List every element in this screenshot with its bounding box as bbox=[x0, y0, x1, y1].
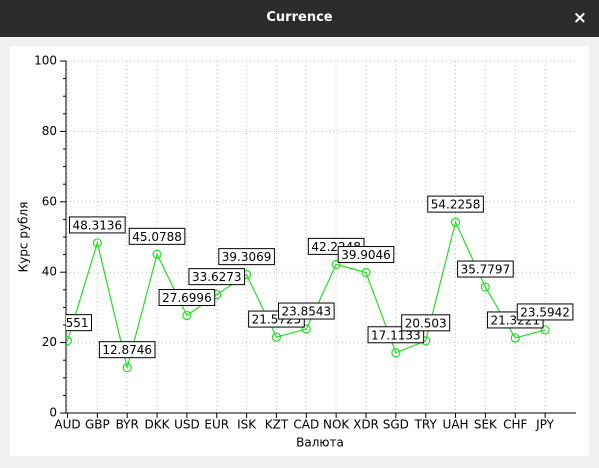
chart: Валюта Курс рубля 0 20 40 60 80 100 AUD GBP BYR D… bbox=[10, 46, 589, 456]
y-axis-label: Курс рубля bbox=[17, 202, 31, 273]
point-marker bbox=[450, 217, 461, 227]
value-label: 23.5942 bbox=[520, 305, 570, 319]
x-axis-label: Валюта bbox=[296, 436, 344, 450]
x-tick-label: GBP bbox=[85, 418, 110, 432]
x-tick-label: ISK bbox=[237, 418, 257, 432]
point-marker bbox=[122, 363, 132, 373]
point-marker bbox=[361, 267, 371, 278]
x-tick-label: NOK bbox=[323, 418, 350, 432]
x-tick-label: DKK bbox=[145, 418, 171, 432]
point-marker bbox=[540, 325, 550, 335]
y-tick-label: 20 bbox=[42, 335, 57, 349]
y-tick-label: 60 bbox=[42, 194, 57, 208]
point-marker bbox=[510, 333, 520, 343]
value-label-box bbox=[69, 216, 126, 234]
value-label: 20.551 bbox=[47, 316, 89, 330]
value-label-box bbox=[66, 314, 92, 332]
value-label: 48.3136 bbox=[73, 218, 123, 232]
value-label-box bbox=[516, 303, 574, 321]
value-label-box bbox=[128, 227, 186, 245]
value-label-box bbox=[98, 341, 156, 359]
value-label-box bbox=[188, 268, 246, 286]
title-bar: Currence × bbox=[0, 0, 599, 37]
x-tick-label: EUR bbox=[204, 418, 229, 432]
close-button[interactable]: × bbox=[572, 8, 587, 28]
point-marker bbox=[182, 310, 192, 321]
y-tick-label: 0 bbox=[49, 406, 57, 420]
point-marker bbox=[92, 238, 102, 248]
value-label: 12.8746 bbox=[102, 343, 152, 357]
x-tick-label: SEK bbox=[474, 418, 498, 432]
y-tick-label: 80 bbox=[42, 124, 57, 138]
point-marker bbox=[301, 324, 311, 334]
value-label: 23.8543 bbox=[281, 305, 331, 319]
x-tick-label: JPY bbox=[535, 418, 555, 432]
y-tick-label: 100 bbox=[34, 54, 57, 68]
value-label-box bbox=[277, 302, 335, 320]
value-label: 54.2258 bbox=[431, 198, 481, 212]
value-label: 20.503 bbox=[405, 316, 447, 330]
x-tick-label: BYR bbox=[116, 418, 139, 432]
series-line bbox=[66, 220, 546, 368]
x-tick-label: TRY bbox=[414, 418, 438, 432]
value-label: 39.3069 bbox=[222, 250, 272, 264]
plot-widget bbox=[10, 46, 589, 456]
value-label: 17.1133 bbox=[371, 328, 421, 342]
value-label-box bbox=[158, 288, 216, 306]
window-title: Currence bbox=[266, 10, 333, 25]
x-tick-label: CAD bbox=[293, 418, 319, 432]
x-tick-label: XDR bbox=[353, 418, 379, 432]
value-label: 39.9046 bbox=[341, 248, 391, 262]
value-label-box bbox=[401, 314, 451, 332]
value-label-box bbox=[218, 248, 275, 266]
point-marker bbox=[66, 336, 73, 346]
value-label: 45.0788 bbox=[132, 230, 182, 244]
x-tick-label: UAH bbox=[443, 418, 469, 432]
x-tick-label: SGD bbox=[383, 418, 409, 432]
x-tick-label: KZT bbox=[265, 418, 289, 432]
point-marker bbox=[391, 348, 401, 358]
x-tick-label: CHF bbox=[503, 418, 527, 432]
value-label-box bbox=[427, 195, 484, 213]
value-label: 27.6996 bbox=[162, 291, 212, 305]
value-label: 33.6273 bbox=[192, 270, 242, 284]
point-marker bbox=[271, 332, 282, 342]
point-marker bbox=[480, 282, 490, 292]
value-label: 35.7797 bbox=[461, 263, 511, 277]
value-label-box bbox=[337, 246, 395, 264]
x-tick-label: AUD bbox=[54, 418, 80, 432]
point-marker bbox=[331, 259, 341, 269]
y-tick-label: 40 bbox=[42, 265, 57, 279]
x-tick-label: USD bbox=[174, 418, 200, 432]
point-marker bbox=[152, 249, 162, 259]
plot-area: 20.551 48.3136 12.8746 45.0788 27.6996 33.627… bbox=[47, 195, 574, 373]
value-label-box bbox=[457, 260, 514, 278]
